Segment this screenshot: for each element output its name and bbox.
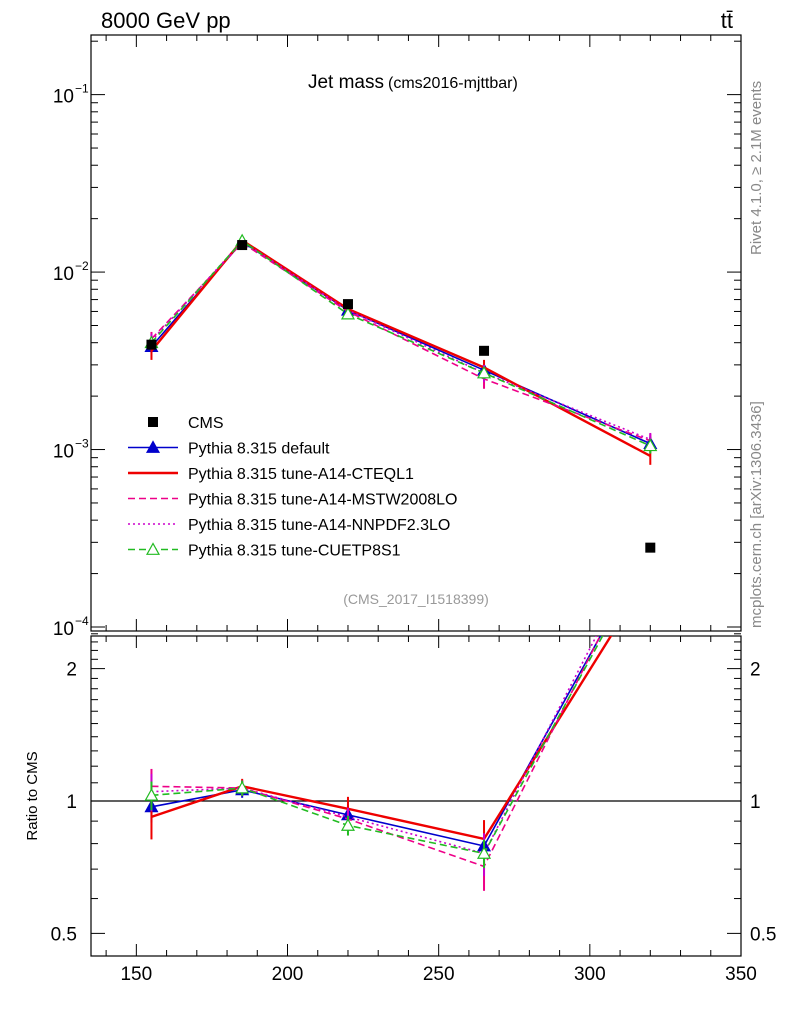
ratio-marker [144,788,159,801]
cms-data-point [146,339,157,350]
ratio-marker [340,818,355,831]
main-panel-frame [90,34,742,632]
cms-data-point [645,542,656,553]
y-tick-mantissa: 10 [53,619,74,640]
x-tick-label: 300 [574,964,606,985]
header-right: tt̄ [721,8,733,33]
legend-label-2: Pythia 8.315 tune-A14-MSTW2008LO [188,492,457,509]
ratio-panel-frame [90,635,742,957]
cms-data-point [237,240,248,251]
y-tick-exponent: −1 [75,82,89,96]
ratio-line-1 [151,636,613,841]
y-tick-exponent: −3 [75,437,89,451]
ratio-tick-label-right: 0.5 [750,924,776,945]
y-tick-mantissa: 10 [53,87,74,108]
y-tick-exponent: −4 [75,614,89,628]
legend-label-3: Pythia 8.315 tune-A14-NNPDF2.3LO [188,517,450,534]
legend-marker-4 [145,542,161,555]
x-tick-label: 200 [272,964,304,985]
legend-marker-0 [145,440,161,453]
mcplots-label: mcplots.cern.ch [arXiv:1306.3436] [748,401,765,628]
legend-marker-cms [148,417,158,427]
y-tick-exponent: −2 [75,259,89,273]
series-marker [340,306,355,320]
ratio-tick-label-left: 1 [66,792,77,813]
y-tick-mantissa: 10 [53,264,74,285]
legend-label-1: Pythia 8.315 tune-A14-CTEQL1 [188,466,414,483]
chart-title: Jet mass [308,72,384,93]
ratio-tick-label-left: 2 [66,660,77,681]
ratio-plot-area [91,636,741,891]
series-line-1 [150,238,651,458]
header-left: 8000 GeV pp [101,8,231,33]
analysis-watermark: (CMS_2017_I1518399) [343,591,489,607]
ratio-ylabel: Ratio to CMS [24,751,41,840]
legend-label-0: Pythia 8.315 default [188,441,330,458]
chart-subtitle: (cms2016-mjttbar) [388,75,518,92]
x-tick-label: 350 [725,964,757,985]
ratio-marker [477,846,492,859]
ratio-tick-label-right: 2 [750,660,761,681]
legend: CMS Pythia 8.315 default Pythia 8.315 tune… [128,415,457,560]
legend-label-cms: CMS [188,415,224,432]
ratio-marker [235,780,250,794]
cms-data-point [479,345,490,356]
ratio-tick-label-left: 0.5 [51,924,77,945]
x-tick-label: 150 [120,964,152,985]
y-tick-mantissa: 10 [53,442,74,463]
series-marker [643,438,658,452]
rivet-label: Rivet 4.1.0, ≥ 2.1M events [748,81,765,255]
x-tick-label: 250 [423,964,455,985]
ratio-line-2 [151,636,601,868]
main-plot-area [144,233,658,553]
legend-label-4: Pythia 8.315 tune-CUETP8S1 [188,543,401,560]
cms-data-point [342,299,353,310]
ratio-tick-label-right: 1 [750,792,761,813]
series-marker [477,365,492,379]
